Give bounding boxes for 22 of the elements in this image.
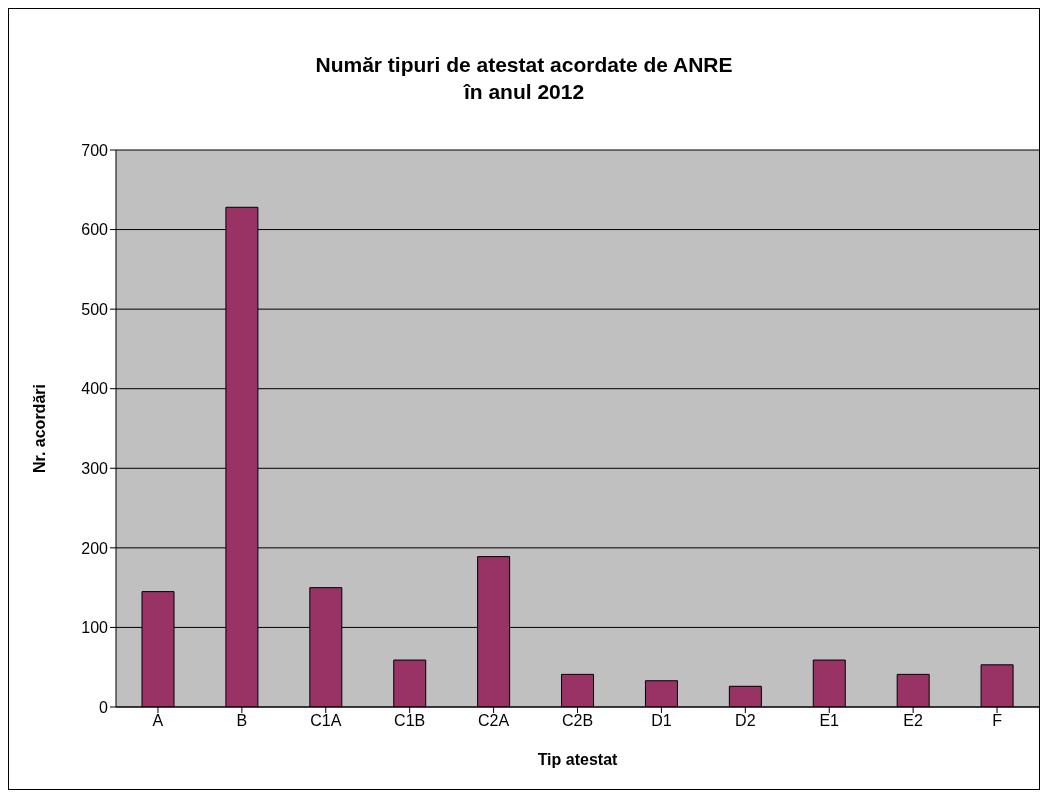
x-tick-label: F — [992, 712, 1003, 730]
y-tick-label: 300 — [81, 459, 109, 477]
chart-title: Număr tipuri de atestat acordate de ANRE în anul 2012 — [314, 52, 734, 105]
x-tick-label: E2 — [903, 712, 924, 730]
y-tick-label: 400 — [81, 380, 109, 398]
x-tick-label: C1A — [310, 712, 342, 730]
y-tick-label: 500 — [81, 300, 109, 318]
x-tick-label: B — [236, 712, 248, 730]
x-tick-label: A — [152, 712, 164, 730]
y-tick-label: 0 — [99, 698, 109, 716]
y-tick-label: 200 — [81, 539, 109, 557]
y-axis-title: Nr. acordări — [30, 384, 48, 473]
x-tick-label: D1 — [651, 712, 672, 730]
x-tick-label: C1B — [394, 712, 426, 730]
x-tick-label: D2 — [735, 712, 756, 730]
x-tick-label: E1 — [819, 712, 840, 730]
y-tick-label: 600 — [81, 221, 109, 239]
x-tick-label: C2A — [478, 712, 510, 730]
x-tick-label: C2B — [561, 712, 594, 730]
y-tick-label: 700 — [81, 141, 109, 159]
x-axis-title: Tip atestat — [537, 751, 619, 768]
y-tick-label: 100 — [81, 619, 109, 637]
